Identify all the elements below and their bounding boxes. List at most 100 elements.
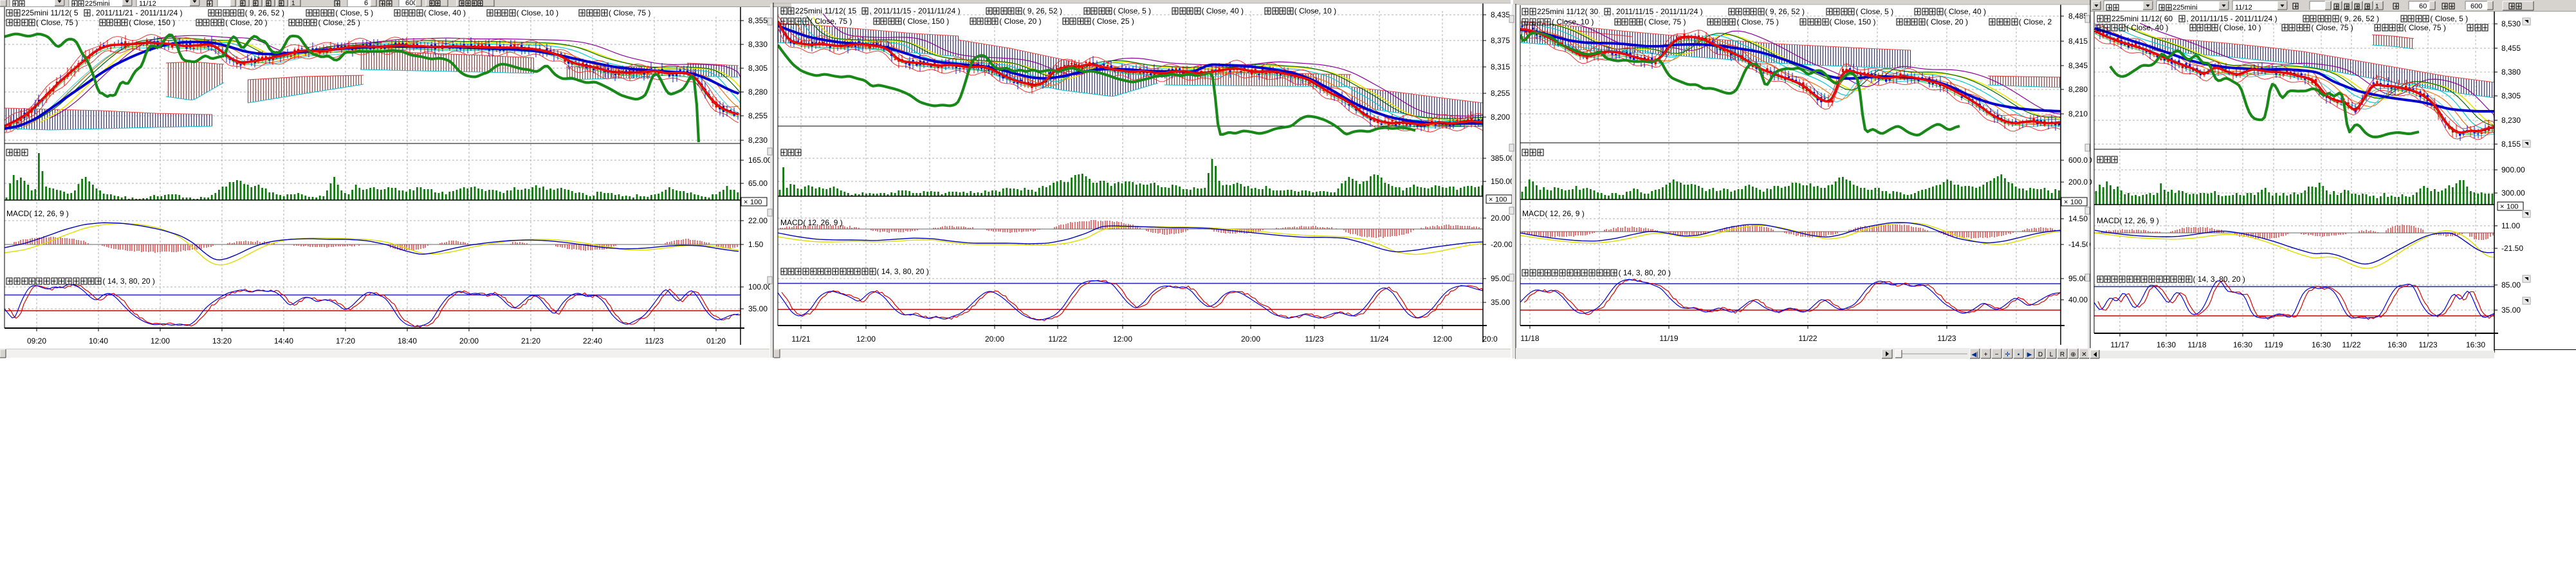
svg-text:( Close, 10 ): ( Close, 10 ) <box>2219 23 2261 32</box>
svg-text:22:40: 22:40 <box>583 336 602 345</box>
svg-text:( Close, 40 ): ( Close, 40 ) <box>1944 7 1986 16</box>
svg-text:8,315: 8,315 <box>1491 62 1510 71</box>
svg-text:8,530: 8,530 <box>2501 19 2521 28</box>
svg-text:( Close, 75 ): ( Close, 75 ) <box>609 8 650 17</box>
svg-text:( Close, 40 ): ( Close, 40 ) <box>2126 23 2168 32</box>
svg-text:16:30: 16:30 <box>2233 340 2252 349</box>
svg-text:D: D <box>2038 351 2043 358</box>
svg-text:( Close, 5 ): ( Close, 5 ) <box>1113 6 1151 15</box>
svg-text:⊕: ⊕ <box>2070 351 2075 358</box>
svg-text:▪: ▪ <box>2018 351 2020 358</box>
svg-text:11/22: 11/22 <box>1048 335 1067 344</box>
svg-text:( Close, 5 ): ( Close, 5 ) <box>2430 14 2468 23</box>
svg-text:( Close, 25 ): ( Close, 25 ) <box>1092 17 1134 26</box>
svg-text:8,485: 8,485 <box>2068 12 2088 21</box>
svg-text:14:40: 14:40 <box>274 336 293 345</box>
svg-text:8,330: 8,330 <box>748 40 768 49</box>
svg-text:×: × <box>1489 196 1493 204</box>
svg-text:( Close, 20 ): ( Close, 20 ) <box>1926 17 1968 26</box>
svg-text:11/19: 11/19 <box>1659 334 1678 343</box>
svg-text:10:40: 10:40 <box>89 336 108 345</box>
svg-text:8,455: 8,455 <box>2501 44 2521 53</box>
svg-text:+: + <box>1984 351 1988 358</box>
svg-text:11/23: 11/23 <box>2418 340 2437 349</box>
svg-text:16:30: 16:30 <box>2387 340 2407 349</box>
svg-text:( 14, 3, 80, 20 ): ( 14, 3, 80, 20 ) <box>103 277 155 286</box>
svg-text:8,230: 8,230 <box>748 136 768 145</box>
svg-text:-14.50: -14.50 <box>2068 240 2090 249</box>
svg-text:( Close, 75 ): ( Close, 75 ) <box>2404 23 2446 32</box>
svg-text:MACD( 12, 26, 9 ): MACD( 12, 26, 9 ) <box>2097 216 2159 225</box>
svg-text:8,305: 8,305 <box>2501 91 2521 100</box>
svg-text:600.00: 600.00 <box>2068 156 2092 165</box>
svg-text:95.00: 95.00 <box>2068 274 2088 283</box>
svg-text:11/12: 11/12 <box>2235 4 2252 12</box>
svg-text:35.00: 35.00 <box>748 304 768 313</box>
svg-text:01:20: 01:20 <box>706 336 726 345</box>
svg-text:225mini 11/12( 5: 225mini 11/12( 5 <box>21 8 78 17</box>
svg-text:, 2011/11/15 - 2011/11/24 ): , 2011/11/15 - 2011/11/24 ) <box>869 6 960 15</box>
svg-text:( Close, 10 ): ( Close, 10 ) <box>1294 6 1336 15</box>
svg-text:40.00: 40.00 <box>2068 295 2088 304</box>
svg-text:( Close, 20 ): ( Close, 20 ) <box>225 18 267 27</box>
svg-text:225mini: 225mini <box>2173 4 2198 12</box>
svg-text:, 2011/11/15 - 2011/11/24 ): , 2011/11/15 - 2011/11/24 ) <box>1612 7 1702 16</box>
svg-text:✛: ✛ <box>2005 351 2010 358</box>
svg-text:( Close, 150 ): ( Close, 150 ) <box>129 18 175 27</box>
svg-text:22.00: 22.00 <box>748 216 768 225</box>
svg-text:600: 600 <box>405 0 417 7</box>
svg-text:( Close, 10 ): ( Close, 10 ) <box>517 8 558 17</box>
svg-text:18:40: 18:40 <box>398 336 417 345</box>
svg-text:95.00: 95.00 <box>1491 274 1510 283</box>
svg-text:11/22: 11/22 <box>2342 340 2360 349</box>
svg-text:8,230: 8,230 <box>2501 116 2521 125</box>
svg-text:1: 1 <box>291 0 295 7</box>
svg-text:20:0: 20:0 <box>1482 335 1498 344</box>
svg-text:12:00: 12:00 <box>151 336 170 345</box>
svg-text:20:00: 20:00 <box>985 335 1004 344</box>
svg-text:35.00: 35.00 <box>2501 306 2521 315</box>
svg-text:( 9, 26, 52 ): ( 9, 26, 52 ) <box>245 8 284 17</box>
svg-text:11/23: 11/23 <box>645 336 663 345</box>
svg-text:60: 60 <box>2419 3 2427 10</box>
svg-text:8,380: 8,380 <box>2501 68 2521 77</box>
svg-text:×: × <box>2064 199 2068 207</box>
svg-text:R: R <box>2060 351 2065 358</box>
svg-text:11/17: 11/17 <box>2110 340 2129 349</box>
svg-text:, 2011/11/15 - 2011/11/24 ): , 2011/11/15 - 2011/11/24 ) <box>2186 14 2277 23</box>
svg-text:8,355: 8,355 <box>748 16 768 25</box>
svg-text:( Close, 75 ): ( Close, 75 ) <box>810 17 852 26</box>
svg-text:( Close, 10 ): ( Close, 10 ) <box>1552 17 1594 26</box>
svg-text:100: 100 <box>750 199 762 207</box>
svg-text:MACD( 12, 26, 9 ): MACD( 12, 26, 9 ) <box>1522 209 1585 218</box>
svg-text:( Close, 75 ): ( Close, 75 ) <box>1644 17 1686 26</box>
svg-text:( Close, 40 ): ( Close, 40 ) <box>424 8 466 17</box>
svg-text:11/21: 11/21 <box>791 335 810 344</box>
svg-text:-21.50: -21.50 <box>2501 244 2523 253</box>
svg-text:12:00: 12:00 <box>856 335 876 344</box>
svg-text:12:00: 12:00 <box>1113 335 1132 344</box>
svg-text:−: − <box>1995 351 1999 358</box>
svg-text:( Close, 75 ): ( Close, 75 ) <box>1736 17 1778 26</box>
svg-text:11/23: 11/23 <box>1305 335 1323 344</box>
svg-text:8,280: 8,280 <box>2068 85 2088 94</box>
svg-text:165.00: 165.00 <box>748 156 772 165</box>
svg-text:11/23: 11/23 <box>1937 334 1956 343</box>
svg-text:8,415: 8,415 <box>2068 37 2088 46</box>
svg-text:12:00: 12:00 <box>1433 335 1452 344</box>
svg-text:200.00: 200.00 <box>2068 178 2092 187</box>
svg-text:225mini: 225mini <box>85 0 110 8</box>
svg-text:( 9, 26, 52 ): ( 9, 26, 52 ) <box>2340 14 2379 23</box>
svg-text:11/24: 11/24 <box>1370 335 1388 344</box>
svg-text:( 9, 26, 52 ): ( 9, 26, 52 ) <box>1765 7 1805 16</box>
svg-text:21:20: 21:20 <box>521 336 540 345</box>
svg-text:16:30: 16:30 <box>2157 340 2176 349</box>
svg-text:300.00: 300.00 <box>2501 188 2525 198</box>
svg-text:8,200: 8,200 <box>1491 113 1510 122</box>
svg-text:( Close, 150 ): ( Close, 150 ) <box>1830 17 1876 26</box>
svg-text:150.00: 150.00 <box>1491 177 1514 186</box>
svg-text:8,345: 8,345 <box>2068 61 2088 70</box>
svg-text:1.50: 1.50 <box>748 240 764 249</box>
svg-text:11/22: 11/22 <box>1798 334 1817 343</box>
svg-text:▶: ▶ <box>2027 351 2032 358</box>
